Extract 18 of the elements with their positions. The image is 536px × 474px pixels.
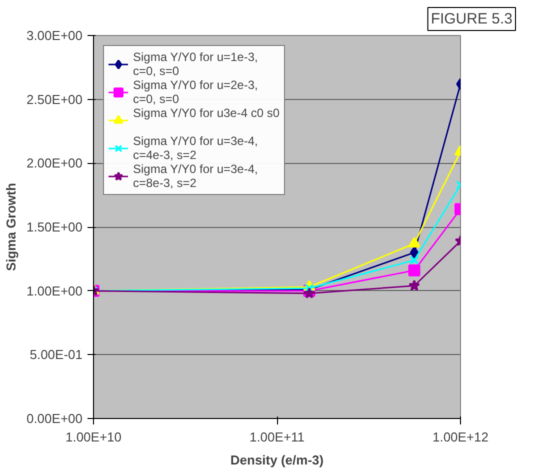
caption: FIGURE 5.3 [430,10,512,28]
y-tick-label: 3.00E+00 [26,28,83,43]
x-tick-label: 1.00E+10 [65,430,122,444]
y-tick-label: 5.00E-01 [30,347,83,362]
x-tick-label: 1.00E+11 [249,430,305,444]
y-tick-label: 0.00E+00 [26,411,83,426]
legend-label: Sigma Y/Y0 for u3e-4 c0 s0 [133,106,280,122]
legend-label: Sigma Y/Y0 for u=1e-3, c=0, s=0 [133,50,258,78]
y-tick-label: 2.50E+00 [26,92,83,107]
legend-label: Sigma Y/Y0 for u=3e-4, c=8e-3, s=2 [133,162,258,190]
y-tick-label: 2.00E+00 [26,156,83,171]
x-tick-label: 1.00E+12 [432,430,489,444]
y-tick-label: 1.00E+00 [26,283,83,298]
y-axis-title: Sigma Growth [3,182,18,272]
y-tick-label: 1.50E+00 [26,220,83,234]
x-axis-title: Density (e/m-3) [230,452,324,468]
legend-label: Sigma Y/Y0 for u=3e-4, c=4e-3, s=2 [133,134,258,162]
legend-label: Sigma Y/Y0 for u=2e-3, c=0, s=0 [133,78,258,106]
